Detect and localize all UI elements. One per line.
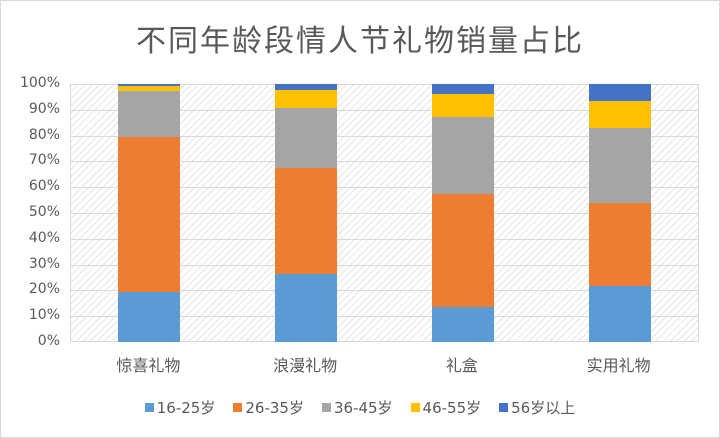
- legend-swatch-icon: [233, 403, 243, 412]
- bar-segment[interactable]: [275, 84, 338, 90]
- gridline: [71, 264, 698, 266]
- legend-label: 26-35岁: [245, 399, 304, 417]
- bar-segment[interactable]: [118, 86, 181, 91]
- y-tick-label: 70%: [28, 152, 60, 169]
- y-tick-label: 10%: [28, 307, 60, 324]
- gridline: [71, 341, 698, 342]
- x-tick-label: 礼盒: [445, 356, 478, 375]
- gridline: [71, 187, 698, 189]
- legend-label: 46-55岁: [422, 399, 482, 417]
- legend-swatch-icon: [321, 403, 331, 412]
- legend-swatch-icon: [499, 403, 509, 412]
- bar-segment[interactable]: [118, 136, 181, 292]
- gridline: [71, 238, 698, 240]
- bar-segment[interactable]: [275, 273, 338, 342]
- bar-segment[interactable]: [431, 117, 494, 194]
- plot-area: [70, 84, 699, 342]
- legend-item[interactable]: 56岁以上: [499, 397, 575, 418]
- legend-item[interactable]: 36-45岁: [321, 397, 393, 418]
- legend-label: 56岁以上: [511, 399, 576, 417]
- legend-item[interactable]: 46-55岁: [410, 397, 482, 418]
- y-tick-label: 50%: [28, 204, 60, 220]
- bar-segment[interactable]: [118, 90, 181, 137]
- chart-title: 不同年龄段情人节礼物销量占比: [136, 24, 584, 59]
- bar-segment[interactable]: [588, 128, 651, 203]
- bar-segment[interactable]: [275, 89, 338, 109]
- bar-segment[interactable]: [431, 306, 494, 342]
- legend-label: 36-45岁: [333, 399, 393, 417]
- y-tick-label: 80%: [28, 126, 60, 143]
- y-tick-label: 20%: [28, 281, 60, 298]
- bar-segment[interactable]: [275, 168, 338, 274]
- bar-segment[interactable]: [118, 291, 181, 342]
- y-tick-label: 30%: [28, 255, 60, 272]
- x-tick-label: 浪漫礼物: [273, 356, 338, 375]
- bar-segment[interactable]: [431, 94, 494, 118]
- y-tick-label: 100%: [19, 75, 60, 91]
- legend-item[interactable]: 26-35岁: [233, 397, 304, 418]
- bar-2[interactable]: [431, 84, 494, 342]
- bar-segment[interactable]: [431, 84, 494, 95]
- y-tick-label: 0%: [37, 333, 60, 349]
- gridline: [71, 109, 698, 111]
- bar-segment[interactable]: [588, 202, 651, 287]
- gridline: [71, 161, 698, 163]
- bar-segment[interactable]: [431, 193, 494, 307]
- gridline: [71, 316, 698, 318]
- gridline: [71, 84, 698, 85]
- bar-segment[interactable]: [588, 101, 651, 129]
- legend-label: 16-25岁: [156, 399, 216, 417]
- legend-swatch-icon: [144, 403, 154, 412]
- x-tick-label: 实用礼物: [586, 356, 651, 375]
- bar-segment[interactable]: [118, 84, 181, 87]
- y-tick-label: 90%: [28, 100, 60, 117]
- bar-1[interactable]: [275, 84, 338, 342]
- gridline: [71, 135, 698, 137]
- bar-0[interactable]: [118, 84, 181, 342]
- bar-3[interactable]: [588, 84, 651, 342]
- legend-swatch-icon: [410, 403, 420, 412]
- gridline: [71, 290, 698, 292]
- bar-segment[interactable]: [275, 108, 338, 169]
- bar-segment[interactable]: [588, 286, 651, 342]
- bar-segment[interactable]: [588, 84, 651, 102]
- x-tick-label: 惊喜礼物: [116, 356, 181, 375]
- y-tick-label: 40%: [28, 229, 60, 246]
- gridline: [71, 213, 698, 214]
- legend-item[interactable]: 16-25岁: [144, 397, 216, 418]
- legend: 16-25岁 26-35岁 36-45岁 46-55岁 56岁以上: [0, 397, 720, 418]
- y-tick-label: 60%: [28, 178, 60, 195]
